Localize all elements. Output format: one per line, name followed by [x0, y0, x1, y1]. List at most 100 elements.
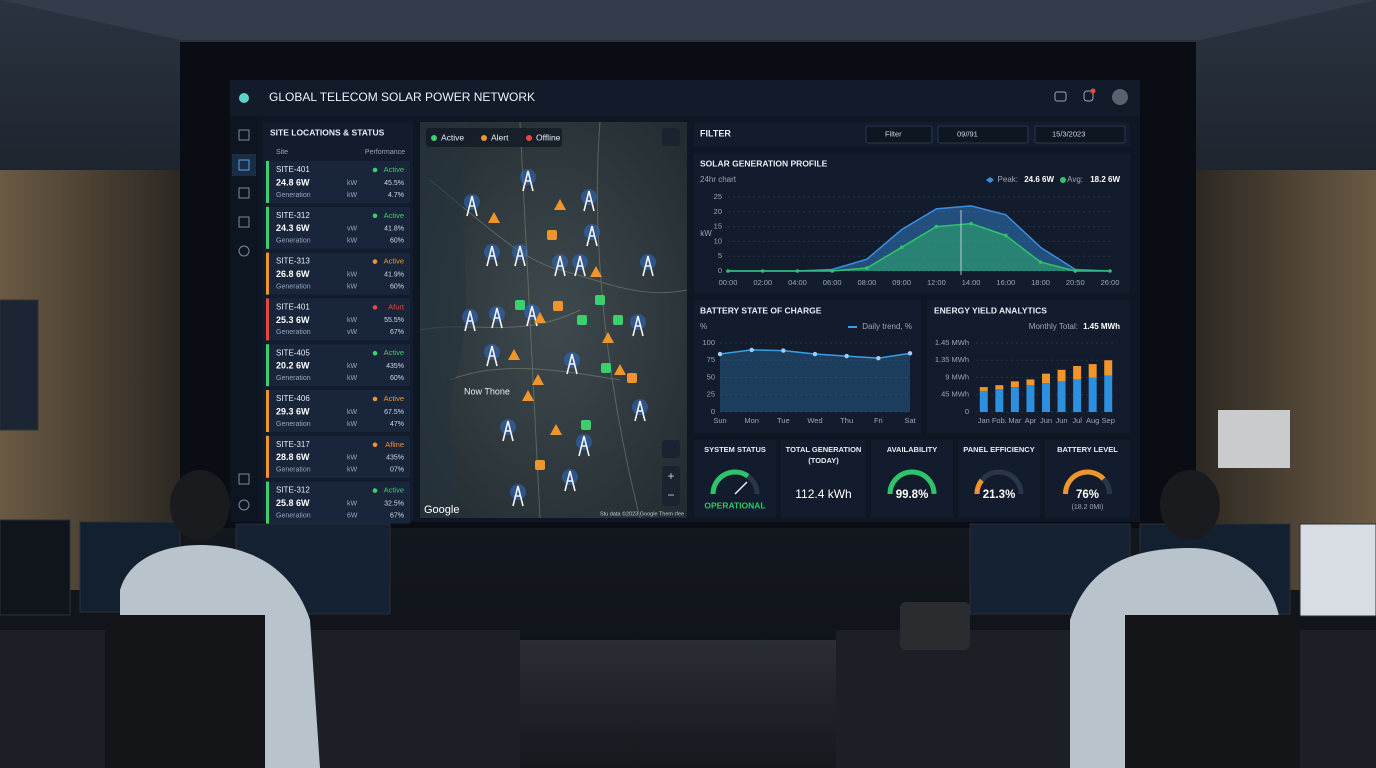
- status-dot: [372, 488, 378, 493]
- alert-icon[interactable]: [532, 374, 544, 385]
- site-row[interactable]: [266, 435, 410, 478]
- kpi-title: TOTAL GENERATION: [786, 445, 862, 454]
- bar-segment: [1104, 375, 1113, 412]
- alert-icon[interactable]: [602, 332, 614, 343]
- site-label: Generation: [276, 467, 311, 474]
- tower-icon[interactable]: [554, 255, 566, 277]
- bell-icon[interactable]: [1083, 90, 1094, 102]
- fullscreen-button[interactable]: [662, 128, 680, 146]
- tower-icon[interactable]: [522, 170, 534, 192]
- site-metric: 55.5%: [384, 317, 404, 324]
- kpi-status: OPERATIONAL: [704, 500, 765, 510]
- site-icon[interactable]: [553, 301, 563, 311]
- site-row[interactable]: [266, 390, 410, 432]
- sidebar-icon[interactable]: [238, 187, 250, 199]
- tower-icon[interactable]: [632, 315, 644, 337]
- site-metric: 41.8%: [384, 226, 404, 233]
- tower-icon[interactable]: [502, 420, 514, 442]
- site-row[interactable]: [266, 344, 410, 387]
- sidebar-icon[interactable]: [238, 499, 250, 511]
- site-icon[interactable]: [515, 300, 525, 310]
- bar-segment: [1073, 379, 1082, 412]
- bar-segment: [1010, 381, 1019, 388]
- tower-icon[interactable]: [566, 353, 578, 375]
- x-tick-label: 06:00: [823, 278, 842, 287]
- alert-icon[interactable]: [508, 349, 520, 360]
- app-title: GLOBAL TELECOM SOLAR POWER NETWORK: [269, 90, 535, 104]
- x-tick-label: Aug: [1086, 416, 1099, 425]
- tower-icon[interactable]: [578, 435, 590, 457]
- site-icon[interactable]: [627, 373, 637, 383]
- tower-icon[interactable]: [486, 345, 498, 367]
- sidebar-icon[interactable]: [238, 159, 250, 171]
- avatar[interactable]: [1112, 89, 1128, 105]
- kpi-title: PANEL EFFICIENCY: [963, 445, 1034, 454]
- legend-label: Alert: [491, 132, 509, 142]
- y-tick-label: 25: [707, 390, 715, 399]
- tower-icon[interactable]: [466, 195, 478, 217]
- site-row[interactable]: [266, 206, 410, 249]
- sidebar-icon[interactable]: [238, 473, 250, 485]
- site-row[interactable]: [266, 298, 410, 341]
- alert-icon[interactable]: [522, 390, 534, 401]
- site-icon[interactable]: [535, 460, 545, 470]
- tower-icon[interactable]: [586, 225, 598, 247]
- kpi-card: [694, 440, 776, 518]
- date-to-label[interactable]: 15/3/2023: [1052, 129, 1085, 138]
- alert-icon[interactable]: [550, 424, 562, 435]
- sidebar-icon[interactable]: [238, 216, 250, 228]
- tower-icon[interactable]: [583, 190, 595, 212]
- site-icon[interactable]: [577, 315, 587, 325]
- date-to[interactable]: [1034, 125, 1126, 144]
- sidebar-active[interactable]: [232, 154, 256, 176]
- site-row[interactable]: [266, 161, 410, 203]
- alert-icon[interactable]: [488, 212, 500, 223]
- tower-halo: [584, 224, 600, 240]
- tower-icon[interactable]: [512, 485, 524, 507]
- tower-icon[interactable]: [642, 255, 654, 277]
- alert-icon[interactable]: [534, 312, 546, 323]
- tower-icon[interactable]: [564, 470, 576, 492]
- tower-icon[interactable]: [514, 245, 526, 267]
- filter-dropdown[interactable]: [865, 125, 933, 144]
- bar-segment: [1026, 385, 1035, 412]
- x-tick-label: Jan: [978, 416, 990, 425]
- filter-dropdown-label[interactable]: Filter: [885, 129, 902, 138]
- date-from-label[interactable]: 09//91: [957, 129, 978, 138]
- site-power: 20.2 6W: [276, 361, 310, 371]
- site-icon[interactable]: [601, 363, 611, 373]
- tower-icon[interactable]: [486, 245, 498, 267]
- bar-segment: [1057, 369, 1066, 382]
- alert-icon[interactable]: [614, 364, 626, 375]
- zoom-buttons[interactable]: [662, 466, 680, 506]
- tower-halo: [576, 434, 592, 450]
- site-icon[interactable]: [581, 420, 591, 430]
- chat-icon[interactable]: [1054, 91, 1067, 102]
- site-unit: kW: [347, 455, 358, 462]
- site-row[interactable]: [266, 481, 410, 524]
- tower-icon[interactable]: [574, 255, 586, 277]
- tower-icon[interactable]: [491, 307, 503, 329]
- tower-halo: [512, 244, 528, 260]
- site-status-stripe: [266, 435, 269, 478]
- site-row[interactable]: [266, 252, 410, 295]
- alert-icon[interactable]: [590, 266, 602, 277]
- kpi-card: [781, 440, 866, 518]
- alert-icon[interactable]: [554, 199, 566, 210]
- sidebar-icon[interactable]: [238, 245, 250, 257]
- zoom-in-icon[interactable]: +: [667, 469, 674, 483]
- x-tick-label: Thu: [840, 416, 853, 425]
- locate-button[interactable]: [662, 440, 680, 458]
- site-icon[interactable]: [595, 295, 605, 305]
- sidebar-icon[interactable]: [238, 129, 250, 141]
- site-icon[interactable]: [547, 230, 557, 240]
- tower-icon[interactable]: [634, 400, 646, 422]
- site-id: SITE-312: [276, 486, 310, 495]
- zoom-out-icon[interactable]: −: [667, 488, 674, 502]
- site-icon[interactable]: [613, 315, 623, 325]
- date-from[interactable]: [937, 125, 1029, 144]
- tower-icon[interactable]: [464, 310, 476, 332]
- notification-dot: [1090, 88, 1096, 94]
- site-metric: 60%: [390, 375, 404, 382]
